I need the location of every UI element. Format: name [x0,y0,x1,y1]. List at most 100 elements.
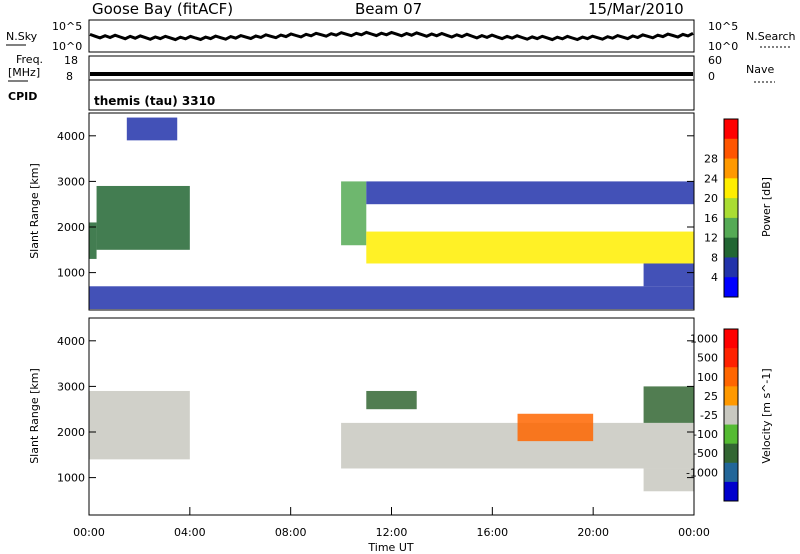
colorbar-frame [723,118,739,298]
x-tick-label: 12:00 [376,526,408,539]
colorbar-frame [723,328,739,502]
velocity-panel: 1000 2000 3000 4000 00:00 04:00 08:00 12:00 16:… [28,317,773,554]
colorbar-segment [724,367,738,387]
colorbar-tick-label: 20 [704,192,718,205]
echo-region [126,117,178,141]
freq-tick-high: 18 [64,54,78,67]
colorbar-segment [724,329,738,349]
power-echo-regions [89,117,694,310]
power-y-axis-label: Slant Range [km] [28,163,41,259]
x-tick-label: 00:00 [678,526,710,539]
colorbar-tick-label: -1000 [686,466,718,479]
y-tick-label: 2000 [57,221,85,234]
x-tick-label: 20:00 [577,526,609,539]
colorbar-tick-label: 24 [704,172,718,185]
colorbar-segment [724,198,738,219]
echo-region [341,181,367,246]
velocity-y-axis-label: Slant Range [km] [28,368,41,464]
colorbar-segment [724,348,738,368]
colorbar-segment [724,158,738,179]
freq-tick-low: 8 [66,70,73,83]
colorbar-segment [724,462,738,483]
colorbar-segment [724,481,738,502]
colorbar-segment [724,405,738,426]
y-tick-label: 2000 [57,426,85,439]
cpid-value: themis (tau) 3310 [94,94,215,108]
colorbar-segment [724,119,738,140]
colorbar-segment [724,138,738,160]
colorbar-tick-label: 12 [704,232,718,245]
colorbar-segment [724,217,738,239]
colorbar-segment [724,178,738,199]
nave-tick-low: 0 [708,70,715,83]
velocity-y-ticks: 1000 2000 3000 4000 [57,335,694,485]
velocity-colorbar-label: Velocity [m s^-1] [760,368,773,463]
freq-label: Freq. [16,53,43,66]
colorbar-tick-label: 25 [704,390,718,403]
colorbar-segment [724,443,738,464]
cpid-label: CPID [8,90,37,103]
freq-trace [90,72,693,76]
x-tick-label: 00:00 [73,526,105,539]
y-tick-label: 3000 [57,380,85,393]
echo-region [96,185,190,250]
echo-region [89,286,694,310]
echo-region [643,468,694,492]
echo-region [643,263,694,287]
echo-region [366,231,694,264]
cpid-panel: CPID themis (tau) 3310 [8,79,695,111]
colorbar-tick-label: -100 [693,428,718,441]
x-axis-label: Time UT [367,541,413,554]
echo-region [89,222,97,259]
power-panel: 1000 2000 3000 4000 Slant Range [km] 4 8 12 16… [28,112,773,311]
y-tick-label: 1000 [57,472,85,485]
colorbar-tick-label: 4 [711,271,718,284]
colorbar-segment [724,277,738,298]
colorbar-tick-label: 1000 [690,333,718,346]
colorbar-tick-label: 500 [697,352,718,365]
nsearch-label: N.Search [746,30,796,43]
colorbar-tick-label: 100 [697,371,718,384]
y-tick-label: 4000 [57,130,85,143]
x-tick-label: 16:00 [476,526,508,539]
colorbar-tick-label: -500 [693,447,718,460]
colorbar-tick-label: 16 [704,212,718,225]
velocity-colorbar: 1000 500 100 25 -25 -100 -500 -1000 [686,328,739,502]
freq-unit: [MHz] [8,66,40,79]
colorbar-segment [724,386,738,406]
nsearch-tick-high: 10^5 [708,20,738,33]
nsky-trace [89,30,694,42]
power-y-ticks: 1000 2000 3000 4000 [57,130,694,280]
nave-tick-high: 60 [708,54,722,67]
colorbar-segment [724,237,738,258]
nsearch-tick-low: 10^0 [708,40,738,53]
echo-region [517,413,594,442]
colorbar-tick-label: 28 [704,153,718,166]
colorbar-tick-label: 8 [711,251,718,264]
echo-region [89,390,190,460]
colorbar-tick-label: -25 [700,409,718,422]
echo-region [366,390,417,410]
velocity-x-ticks: 00:00 04:00 08:00 12:00 16:00 20:00 00:00 [73,507,710,539]
beam-title: Beam 07 [355,0,422,18]
station-title: Goose Bay (fitACF) [92,0,233,18]
date-title: 15/Mar/2010 [588,0,684,18]
x-tick-label: 08:00 [275,526,307,539]
colorbar-segment [724,257,738,278]
x-tick-label: 04:00 [174,526,206,539]
power-colorbar-label: Power [dB] [760,177,773,237]
nsky-tick-high: 10^5 [52,20,82,33]
echo-region [366,181,694,205]
y-tick-label: 3000 [57,175,85,188]
y-tick-label: 1000 [57,267,85,280]
velocity-echo-regions [89,386,694,492]
echo-region [643,386,694,423]
y-tick-label: 4000 [57,335,85,348]
nsky-panel: N.Sky 10^5 10^0 10^5 10^0 N.Search [6,19,796,53]
nsky-tick-low: 10^0 [52,40,82,53]
power-colorbar: 4 8 12 16 20 24 28 [704,118,739,298]
colorbar-segment [724,424,738,445]
nsky-label: N.Sky [6,30,38,43]
nave-label: Nave [746,63,774,76]
